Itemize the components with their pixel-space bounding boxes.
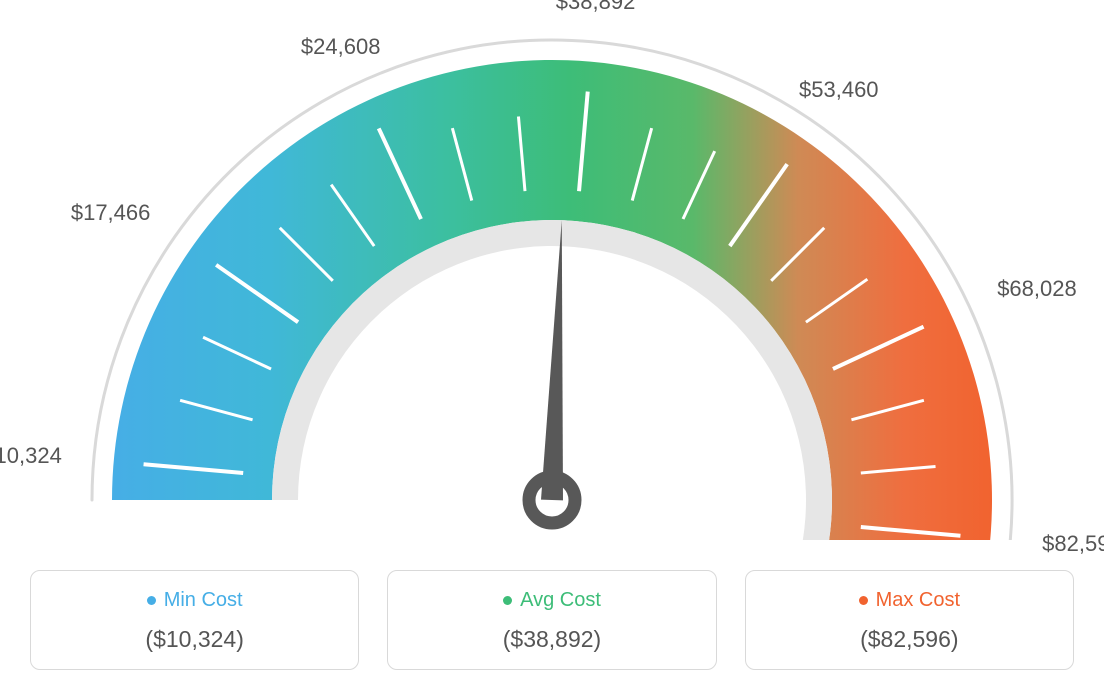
card-avg-label: Avg Cost <box>520 589 601 612</box>
card-max-cost: Max Cost ($82,596) <box>745 570 1074 670</box>
card-max-label: Max Cost <box>876 589 960 612</box>
chart-container: $10,324 $17,466 $24,608 $38,892 $53,460 $68,0… <box>0 0 1104 690</box>
card-max-value: ($82,596) <box>756 626 1063 653</box>
card-avg-value: ($38,892) <box>398 626 705 653</box>
gauge-tick-label: $17,466 <box>71 200 151 226</box>
gauge-tick-label: $38,892 <box>556 0 636 15</box>
card-min-value: ($10,324) <box>41 626 348 653</box>
gauge-tick-label: $68,028 <box>997 276 1077 302</box>
gauge-tick-label: $53,460 <box>799 77 879 103</box>
gauge-tick-label: $24,608 <box>301 34 381 60</box>
card-max-title: Max Cost <box>859 589 960 612</box>
card-min-label: Min Cost <box>164 589 243 612</box>
dot-icon <box>503 596 512 605</box>
card-min-cost: Min Cost ($10,324) <box>30 570 359 670</box>
gauge-tick-label: $82,596 <box>1042 531 1104 557</box>
gauge-chart: $10,324 $17,466 $24,608 $38,892 $53,460 $68,0… <box>0 0 1104 540</box>
card-avg-title: Avg Cost <box>503 589 601 612</box>
summary-cards: Min Cost ($10,324) Avg Cost ($38,892) Ma… <box>30 570 1074 670</box>
dot-icon <box>859 596 868 605</box>
card-avg-cost: Avg Cost ($38,892) <box>387 570 716 670</box>
dot-icon <box>147 596 156 605</box>
card-min-title: Min Cost <box>147 589 243 612</box>
gauge-tick-label: $10,324 <box>0 443 62 469</box>
gauge-svg <box>0 0 1104 540</box>
